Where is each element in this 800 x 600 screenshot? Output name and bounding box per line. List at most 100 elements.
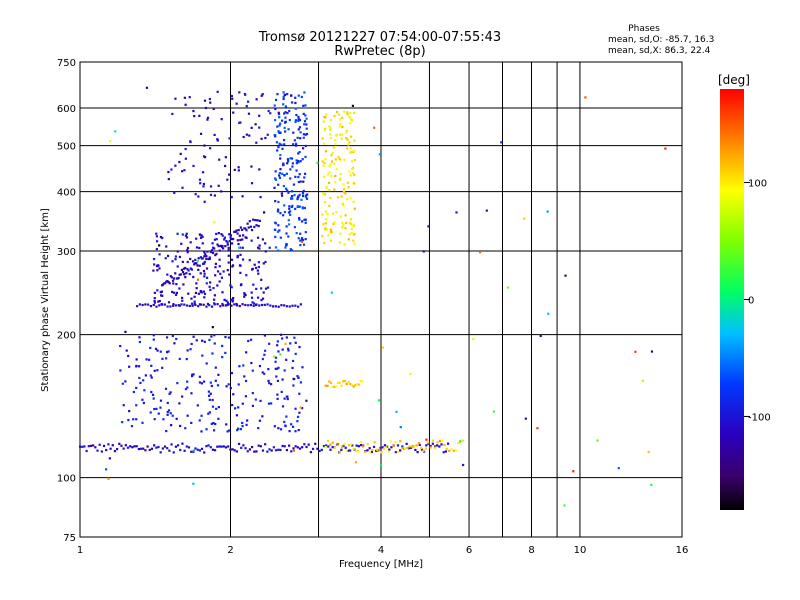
data-point [219,305,222,308]
data-point [171,279,175,282]
data-point [222,304,225,307]
data-point [182,283,185,286]
data-point [596,439,599,442]
y-axis-label: Stationary phase Virtual Height [km] [40,208,51,392]
data-point [269,383,273,386]
data-point [273,119,277,122]
data-point [285,172,288,175]
data-point [214,379,217,382]
data-point [274,135,277,138]
data-point [406,446,409,450]
data-point [157,264,160,267]
data-point [264,136,267,140]
data-point [272,305,275,308]
data-point [259,399,262,402]
data-point [174,255,177,258]
data-point [185,304,189,307]
data-point [203,296,206,299]
data-point [322,176,326,179]
data-point [300,238,303,241]
data-point [284,111,287,114]
data-point [152,257,156,261]
data-point [267,367,270,371]
data-point [427,225,430,228]
data-point [341,125,344,129]
data-point [135,386,138,390]
data-point [257,426,260,430]
data-point [258,364,262,368]
data-point [246,222,249,225]
data-point [152,338,155,341]
data-point [303,176,306,179]
data-point [218,280,221,283]
data-point [246,450,249,453]
data-point [190,268,194,271]
data-point [163,282,166,285]
data-point [405,442,408,445]
data-point [166,254,170,258]
data-point [302,133,306,136]
data-point [192,482,195,485]
data-point [199,182,202,185]
data-point [210,335,213,338]
data-point [340,448,343,452]
data-point [311,447,315,451]
data-point [329,228,332,231]
data-point [297,305,300,308]
data-point [344,214,347,217]
data-point [288,207,291,210]
data-point [285,225,288,228]
data-point [203,144,206,147]
data-point [207,444,210,447]
data-point [195,246,199,249]
data-point [226,241,229,244]
data-point [221,344,224,348]
data-point [243,92,247,96]
data-point [294,207,297,211]
data-point [351,104,355,107]
data-point [381,446,384,449]
data-point [289,168,292,171]
data-point [152,303,155,307]
data-point [160,303,164,306]
data-point [155,305,158,308]
data-point [102,444,106,448]
data-point [352,385,355,388]
data-point [183,449,186,452]
data-point [264,260,267,264]
data-point [305,197,309,200]
data-point [227,303,230,306]
data-point [202,303,205,306]
data-point [291,162,294,165]
data-point [200,234,203,237]
data-point [222,270,225,273]
data-point [298,150,301,154]
data-point [276,397,279,401]
data-point [302,104,305,107]
data-point [173,277,176,280]
data-point [189,348,192,351]
data-point [184,266,187,270]
data-point [291,366,294,370]
data-point [276,340,279,343]
data-point [297,152,300,155]
data-point [188,304,191,308]
data-point [108,457,111,460]
data-point [276,379,280,383]
data-point [262,291,265,294]
data-point [176,265,179,268]
data-point [305,132,309,136]
data-point [345,137,348,140]
data-point [113,450,117,453]
data-point [422,449,425,452]
data-point [230,304,233,307]
data-point [206,116,210,119]
data-point [168,392,171,395]
data-point [189,241,192,244]
data-point [189,257,192,261]
data-point [219,272,222,275]
data-point [235,450,238,453]
data-point [209,147,212,150]
data-point [420,448,424,451]
data-point [285,358,288,361]
